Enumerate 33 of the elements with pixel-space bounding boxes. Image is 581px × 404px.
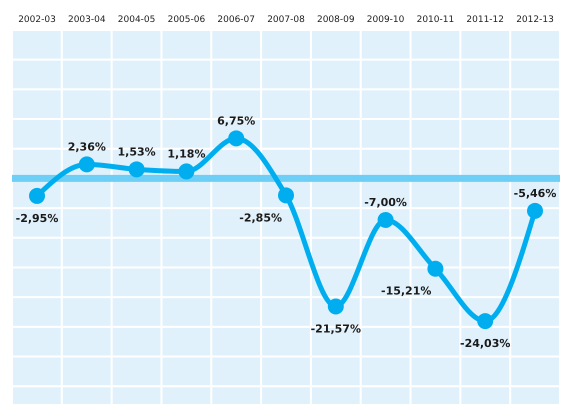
point bbox=[278, 187, 294, 204]
point bbox=[29, 188, 45, 204]
x-tick-label: 2010-11 bbox=[416, 15, 454, 25]
point bbox=[477, 313, 494, 330]
point bbox=[228, 130, 244, 146]
point bbox=[128, 161, 145, 178]
data-label: 1,18% bbox=[167, 147, 206, 160]
point bbox=[527, 202, 543, 219]
point bbox=[178, 163, 194, 180]
x-tick-label: 2008-09 bbox=[316, 15, 355, 25]
data-label: -7,00% bbox=[364, 196, 407, 209]
x-tick-label: 2006-07 bbox=[217, 15, 256, 25]
point bbox=[378, 212, 394, 228]
data-label: 2,36% bbox=[68, 140, 106, 154]
x-tick-label: 2007-08 bbox=[267, 15, 306, 25]
point bbox=[427, 260, 444, 277]
x-tick-label: 2012-13 bbox=[516, 15, 554, 25]
data-label: -21,57% bbox=[310, 322, 361, 336]
data-label: 6,75% bbox=[217, 114, 256, 128]
data-label: -24,03% bbox=[460, 337, 510, 350]
data-label: 1,53% bbox=[118, 145, 156, 158]
data-label: -15,21% bbox=[381, 284, 432, 298]
x-tick-label: 2005-06 bbox=[168, 15, 206, 25]
data-label: -2,85% bbox=[239, 211, 282, 224]
point bbox=[78, 156, 95, 172]
x-tick-label: 2004-05 bbox=[118, 15, 156, 25]
x-tick-label: 2002-03 bbox=[18, 15, 56, 25]
x-tick-label: 2003-04 bbox=[68, 15, 106, 25]
data-label: -2,95% bbox=[16, 212, 58, 225]
data-label: -5,46% bbox=[514, 186, 556, 200]
point bbox=[328, 298, 344, 314]
x-tick-label: 2011-12 bbox=[466, 15, 504, 25]
x-tick-label: 2009-10 bbox=[366, 15, 405, 25]
